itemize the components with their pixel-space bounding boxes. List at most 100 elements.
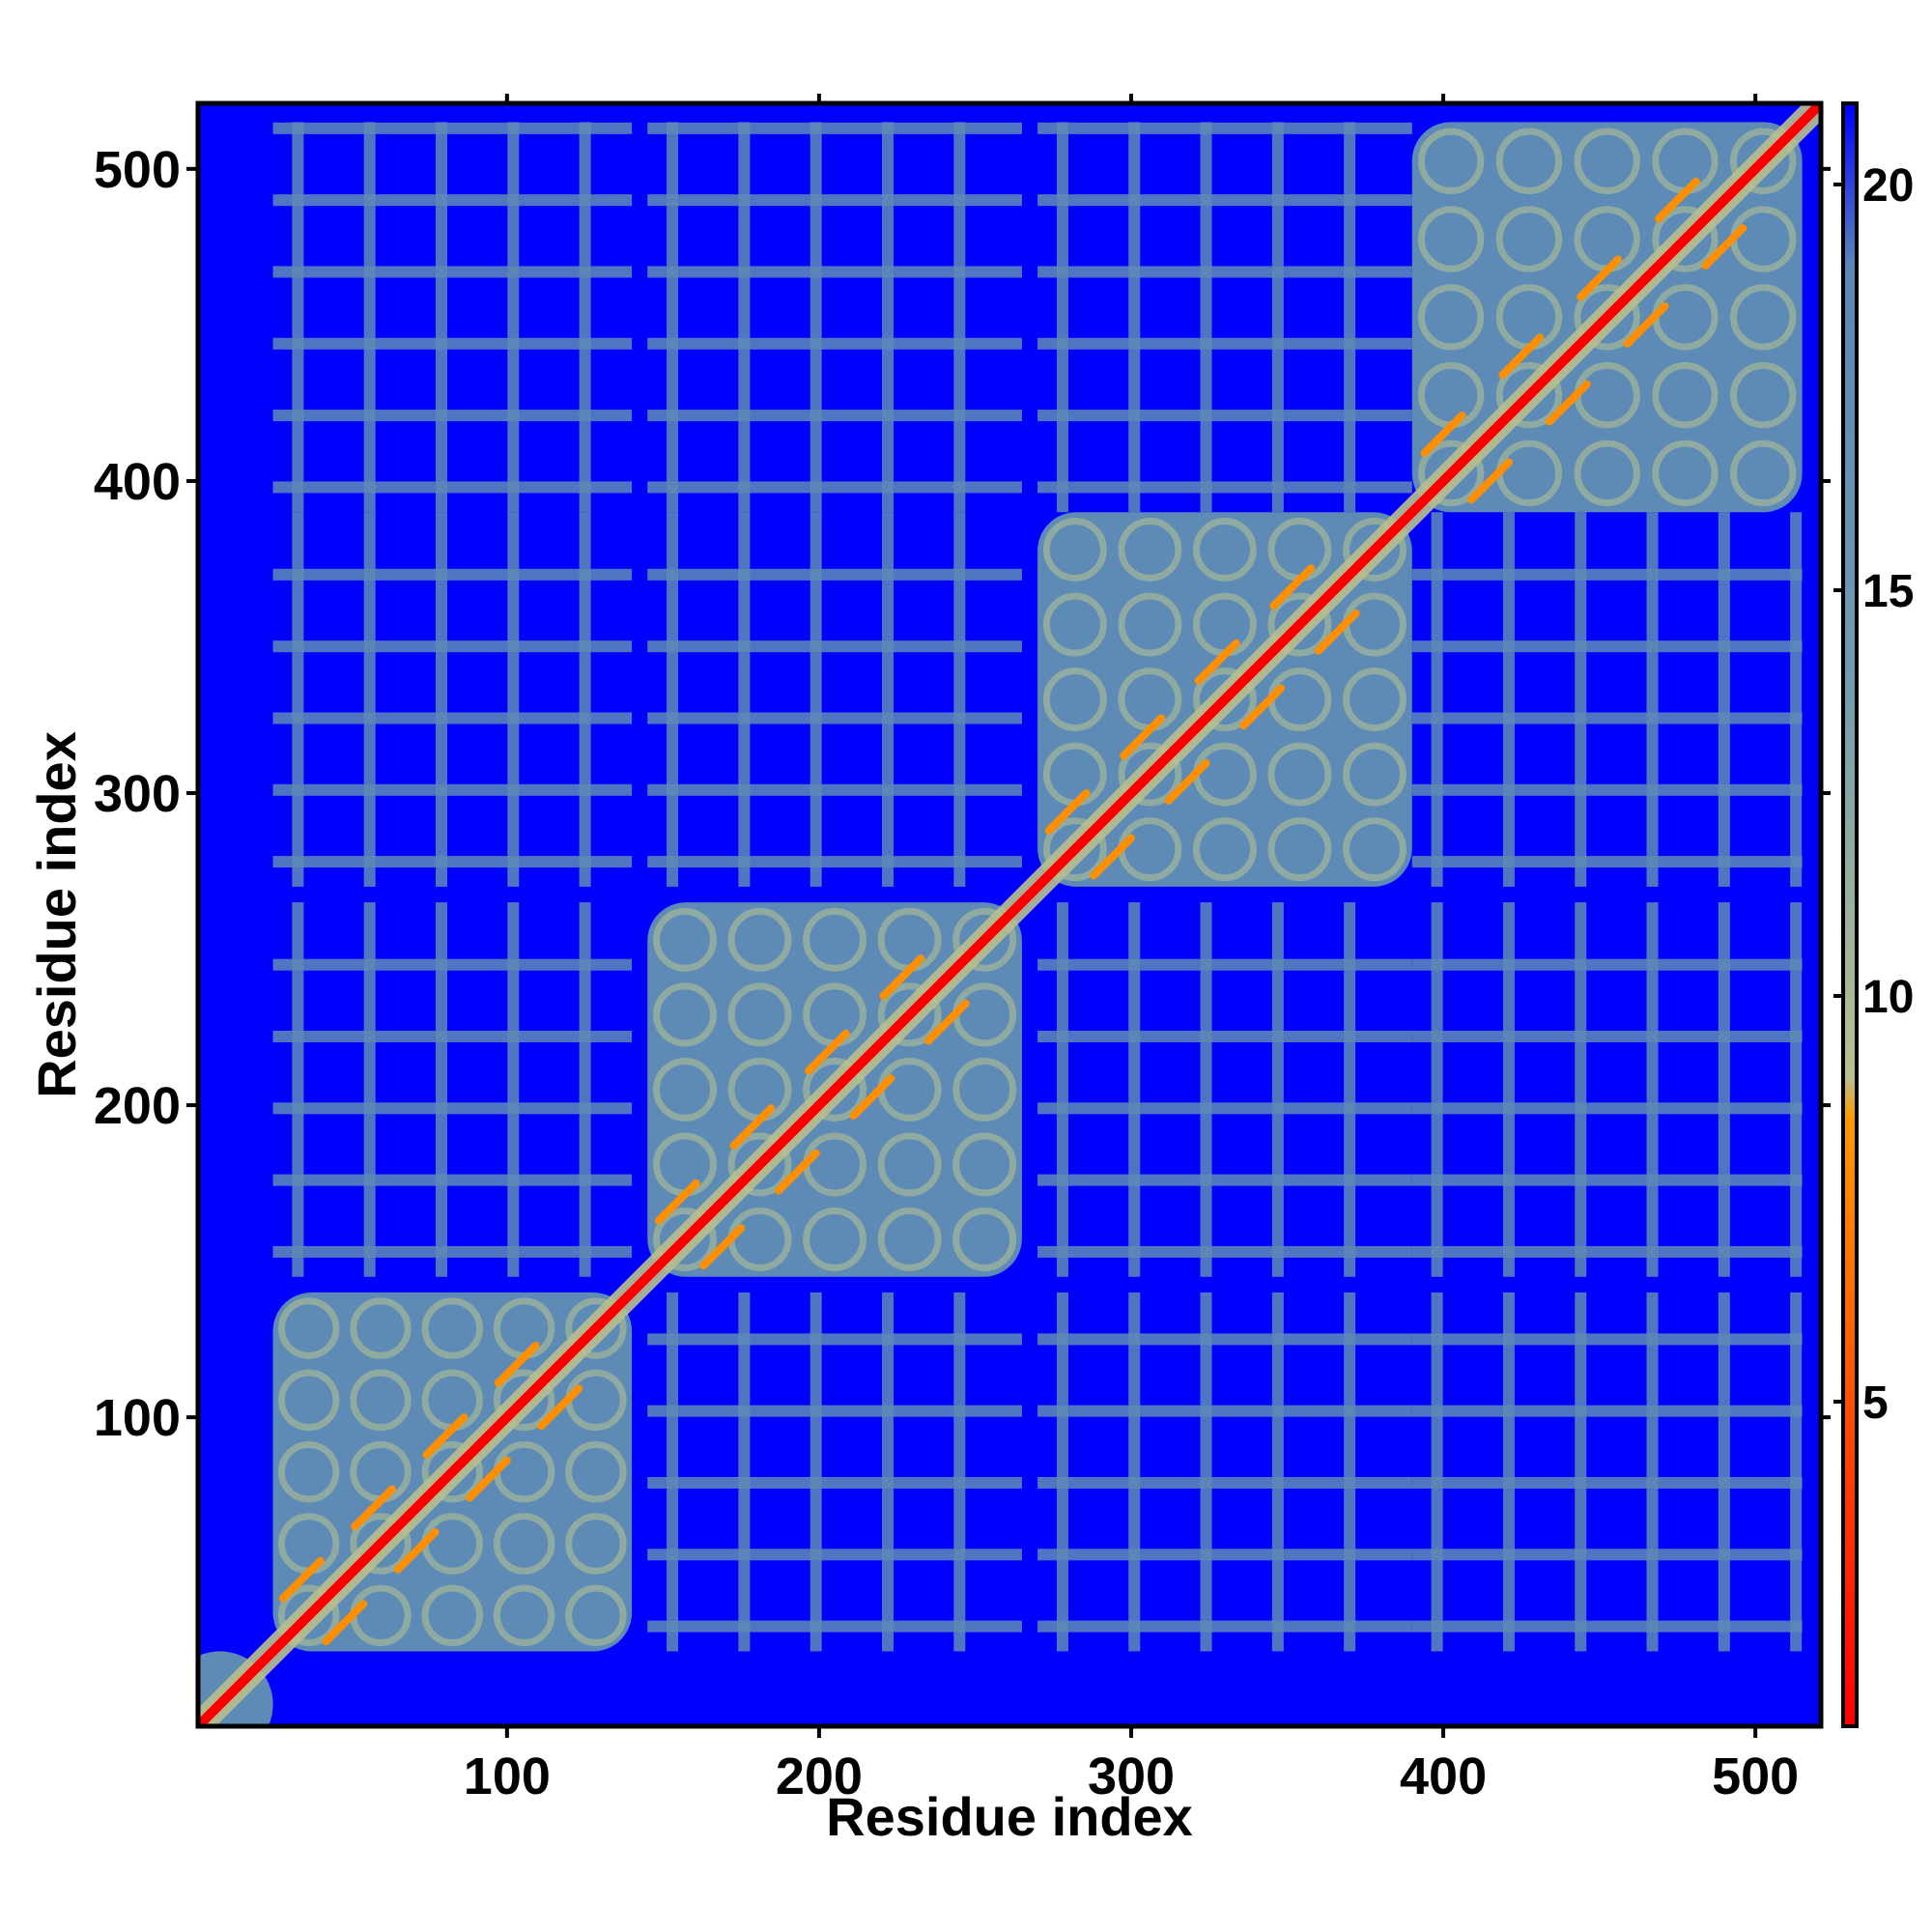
off-domain-contact-band: [810, 1292, 822, 1652]
domain-contact-loop: [277, 1369, 340, 1432]
off-domain-contact-band: [1037, 410, 1412, 422]
contact-streak: [1314, 609, 1360, 655]
domain-contact-loop: [421, 1440, 484, 1503]
contact-streak: [1090, 834, 1135, 880]
domain-contact-loop: [1343, 518, 1406, 582]
x-tick-label: 400: [1400, 1747, 1487, 1805]
domain-contact-loop: [877, 1132, 942, 1197]
off-domain-contact-band: [1344, 1292, 1356, 1652]
off-domain-contact-band: [647, 568, 1022, 581]
domain-contact-loop: [803, 1057, 867, 1122]
contact-streak: [849, 1074, 895, 1121]
contact-streak: [1239, 684, 1286, 730]
off-domain-contact-band: [1718, 1292, 1730, 1652]
off-domain-contact-band: [1128, 122, 1141, 513]
off-domain-contact-band: [436, 122, 447, 513]
domain-contact-loop: [653, 1208, 717, 1271]
off-domain-contact-band: [647, 783, 1022, 796]
contact-streak: [322, 1600, 368, 1646]
off-domain-contact-band: [272, 481, 633, 494]
contact-streak: [422, 1413, 469, 1459]
off-domain-contact-band: [1128, 902, 1141, 1277]
domain-contact-loop: [350, 1513, 412, 1575]
off-domain-contact-band: [272, 640, 633, 653]
off-domain-contact-band: [647, 481, 1022, 494]
contact-streak: [1701, 224, 1747, 270]
y-tick-label: 200: [94, 1077, 181, 1135]
off-domain-contact-band: [1411, 1102, 1803, 1115]
off-domain-contact-band: [647, 1333, 1022, 1346]
contact-streak: [537, 1384, 583, 1431]
off-domain-contact-band: [272, 856, 633, 868]
off-domain-contact-band: [1411, 640, 1803, 653]
contact-streak: [699, 1224, 746, 1270]
domain-contact-loop: [1730, 128, 1797, 194]
domain-contact-loop: [421, 1297, 484, 1359]
off-domain-contact-band: [1411, 1245, 1803, 1258]
off-domain-contact-band: [272, 568, 633, 581]
off-domain-contact-band: [1646, 512, 1659, 887]
off-domain-contact-band: [507, 512, 520, 887]
off-domain-contact-band: [1037, 481, 1412, 494]
off-domain-contact-band: [647, 266, 1022, 278]
off-domain-contact-band: [1411, 1620, 1803, 1633]
off-domain-contact-band: [272, 958, 633, 971]
colorbar: [1841, 101, 1859, 1728]
off-domain-contact-band: [1037, 1405, 1412, 1417]
domain-contact-loop: [952, 1132, 1017, 1197]
domain-contact-loop: [565, 1297, 627, 1359]
off-domain-contact-band: [1037, 1333, 1412, 1346]
off-domain-contact-band: [1037, 958, 1412, 971]
off-domain-contact-band: [1037, 1174, 1412, 1186]
off-domain-contact-band: [1037, 1477, 1412, 1489]
domain-contact-loop: [1730, 284, 1797, 351]
contact-streak: [393, 1528, 440, 1574]
off-domain-contact-band: [647, 337, 1022, 350]
domain-contact-loop: [493, 1513, 555, 1575]
off-domain-contact-band: [1200, 902, 1212, 1277]
off-domain-contact-band: [436, 512, 447, 887]
domain-contact-loop: [1042, 668, 1107, 732]
y-axis-title: Residue index: [26, 731, 87, 1098]
off-domain-contact-band: [810, 122, 822, 513]
off-domain-contact-band: [1037, 122, 1412, 134]
domain-contact-loop: [1192, 817, 1257, 882]
colorbar-tick-label: 15: [1862, 566, 1914, 617]
off-domain-contact-band: [1575, 1292, 1587, 1652]
domain-contact-loop: [952, 1208, 1017, 1271]
off-domain-contact-band: [1411, 783, 1803, 796]
domain-contact-loop: [1192, 518, 1257, 582]
contact-streak: [351, 1485, 396, 1531]
off-domain-contact-band: [272, 712, 633, 724]
domain-contact-loop: [277, 1440, 340, 1503]
domain-contact-loop: [1118, 518, 1182, 582]
off-domain-contact-band: [1344, 122, 1356, 513]
domain-contact-loop: [277, 1297, 340, 1359]
colorbar-ticks: 5 10 15 20: [1833, 160, 1914, 1429]
plot-frame: [195, 100, 1824, 1729]
domain-contact-loop: [1417, 284, 1485, 351]
domain-contact-loop: [1574, 440, 1640, 507]
contact-streak: [654, 1179, 700, 1225]
contact-streak: [1420, 412, 1466, 457]
domain-contact-loop: [350, 1297, 412, 1359]
domain-contact-loop: [877, 1208, 942, 1271]
off-domain-contact-band: [1128, 1292, 1141, 1652]
x-axis-title: Residue index: [826, 1786, 1193, 1847]
off-domain-contact-band: [1411, 1405, 1803, 1417]
y-tick-label: 300: [94, 765, 181, 823]
off-domain-contact-band: [1411, 958, 1803, 971]
contact-streak: [1498, 333, 1545, 380]
off-domain-contact-band: [1411, 1031, 1803, 1042]
domain-contact-loop: [1118, 742, 1182, 807]
domain-contact-loop: [1042, 518, 1107, 582]
contact-streak: [494, 1341, 540, 1387]
off-domain-contact-band: [1411, 856, 1803, 868]
off-domain-contact-band: [1502, 1292, 1515, 1652]
domain-contact-loop: [1417, 440, 1485, 507]
off-domain-contact-band: [272, 337, 633, 350]
off-domain-contact-band: [1037, 194, 1412, 207]
colorbar-tick-label: 10: [1862, 972, 1914, 1023]
off-domain-contact-band: [667, 122, 679, 513]
off-domain-contact-band: [579, 122, 591, 513]
